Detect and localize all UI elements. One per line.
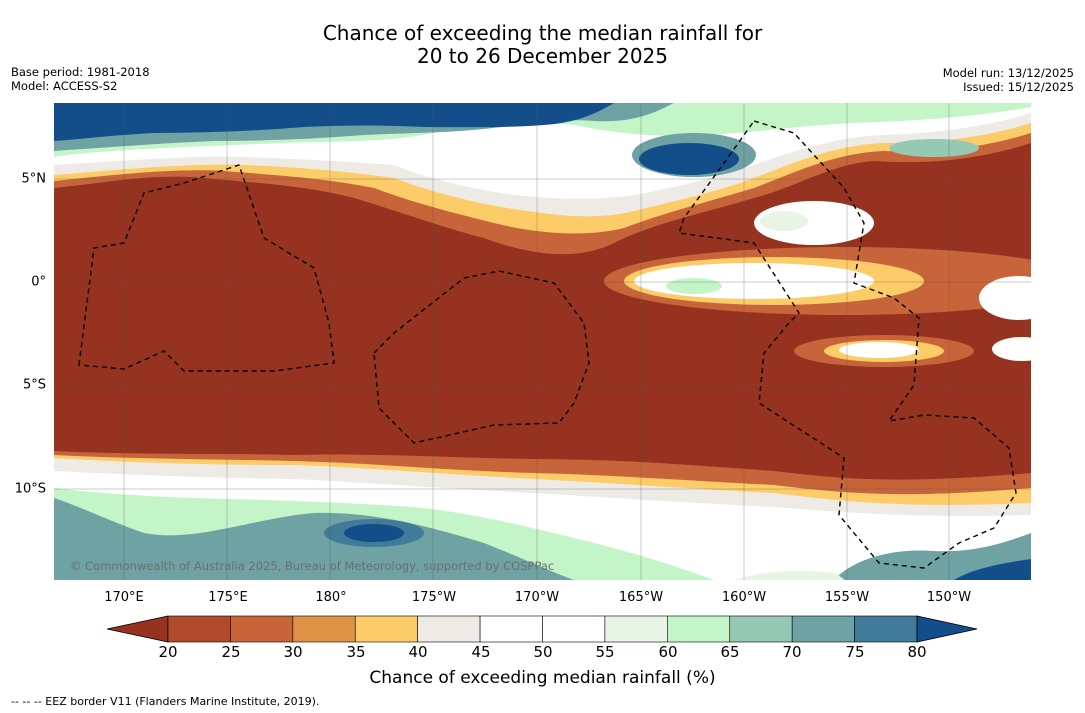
lat-label-0: 0° — [31, 274, 46, 290]
eq-east-white — [979, 276, 1031, 320]
colorbar-tick-label: 25 — [221, 643, 241, 661]
colorbar-tick-label: 20 — [158, 643, 178, 661]
eez-borders — [78, 120, 1017, 569]
colorbar-tick-label: 50 — [533, 643, 553, 661]
colorbar-segment — [417, 615, 481, 643]
colorbar-tick-label: 80 — [907, 643, 927, 661]
lon-label-160w: 160°W — [721, 590, 767, 605]
colorbar-segment — [604, 615, 668, 643]
south-east-green — [734, 570, 844, 580]
eez-kiribati-phoenix — [373, 270, 590, 444]
colorbar — [106, 615, 978, 643]
colorbar-title: Chance of exceeding median rainfall (%) — [369, 668, 716, 688]
map-svg — [54, 103, 1031, 580]
eez-footnote: -- -- -- EEZ border V11 (Flanders Marine… — [11, 695, 320, 708]
colorbar-tick-label: 55 — [595, 643, 615, 661]
model-run: Model run: 13/12/2025 — [942, 66, 1074, 80]
lon-label-175e: 175°E — [208, 590, 248, 605]
north-blob-navy — [639, 143, 739, 175]
colorbar-tick-label: 70 — [782, 643, 802, 661]
graticule — [54, 103, 1031, 580]
lon-label-180: 180° — [315, 590, 347, 605]
south-east-navy — [954, 559, 1031, 580]
colorbar-tick-label: 60 — [658, 643, 678, 661]
issued-date: Issued: 15/12/2025 — [963, 80, 1074, 94]
colorbar-segment — [479, 615, 543, 643]
title-line-1: Chance of exceeding the median rainfall … — [322, 21, 763, 45]
lat-label-5s: 5°S — [22, 377, 46, 393]
lat-label-5n: 5°N — [21, 171, 47, 187]
colorbar-segment — [230, 615, 294, 643]
eez-kiribati-gilberts — [78, 164, 335, 372]
south-blob-navy-2 — [344, 524, 404, 542]
chart-title: Chance of exceeding the median rainfall … — [0, 22, 1085, 68]
rainfall-map[interactable] — [54, 103, 1031, 580]
colorbar-segment — [542, 615, 606, 643]
colorbar-segment — [167, 615, 231, 643]
lon-label-150w: 150°W — [926, 590, 972, 605]
colorbar-segment — [791, 615, 855, 643]
colorbar-arrow-low — [106, 615, 169, 643]
south-east-teal — [834, 533, 1031, 580]
colorbar-tick-label: 40 — [408, 643, 428, 661]
lon-label-175w: 175°W — [411, 590, 457, 605]
colorbar-segment — [667, 615, 731, 643]
lat-label-10s: 10°S — [14, 481, 46, 497]
model-name: Model: ACCESS-S2 — [11, 79, 118, 93]
eez-kiribati-line — [678, 120, 1017, 569]
colorbar-segment — [354, 615, 418, 643]
colorbar-tick-label: 45 — [471, 643, 491, 661]
colorbar-tick-label: 75 — [845, 643, 865, 661]
meta-left: Base period: 1981-2018 Model: ACCESS-S2 — [11, 65, 150, 93]
colorbar-tick-label: 30 — [283, 643, 303, 661]
lon-label-170e: 170°E — [104, 590, 144, 605]
eq-band-white — [634, 263, 874, 299]
copyright-notice: © Commonwealth of Australia 2025, Bureau… — [70, 559, 555, 573]
colorbar-segment — [292, 615, 356, 643]
colorbar-segment — [854, 615, 918, 643]
colorbar-segment — [729, 615, 793, 643]
colorbar-tick-label: 65 — [720, 643, 740, 661]
north-blob-teal-2 — [889, 139, 979, 157]
north-band-navy — [54, 103, 614, 141]
base-period: Base period: 1981-2018 — [11, 65, 150, 79]
south-band-teal — [54, 498, 574, 580]
north-blob-green-2 — [760, 211, 808, 231]
eq-band2-white — [839, 342, 919, 358]
lon-label-155w: 155°W — [824, 590, 870, 605]
eq-east2-white — [992, 337, 1031, 361]
colorbar-tick-label: 35 — [346, 643, 366, 661]
lon-label-170w: 170°W — [514, 590, 560, 605]
colorbar-arrow-high — [916, 615, 978, 643]
eq-band-green — [666, 278, 722, 294]
meta-right: Model run: 13/12/2025 Issued: 15/12/2025 — [943, 66, 1074, 94]
lon-label-165w: 165°W — [618, 590, 664, 605]
title-line-2: 20 to 26 December 2025 — [416, 44, 668, 68]
